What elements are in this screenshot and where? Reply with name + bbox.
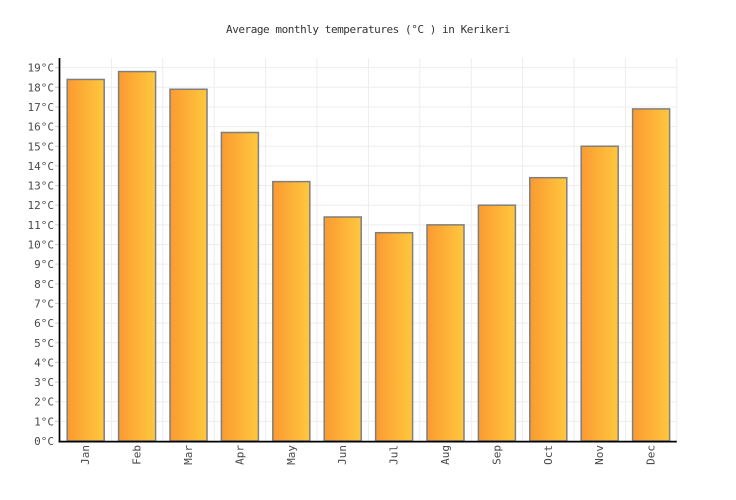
x-axis-label: Feb: [131, 445, 144, 465]
y-axis-label: 10°C: [28, 239, 55, 252]
y-axis-label: 9°C: [34, 258, 54, 271]
x-axis-label: Mar: [182, 445, 195, 465]
y-axis-label: 4°C: [34, 356, 54, 369]
y-axis-label: 12°C: [28, 199, 55, 212]
bar: [272, 180, 311, 442]
y-axis-label: 11°C: [28, 219, 55, 232]
x-axis-label: Apr: [233, 445, 246, 465]
bar: [477, 204, 517, 442]
y-axis-label: 16°C: [28, 121, 55, 134]
bar: [169, 88, 208, 442]
x-axis-label: Jul: [388, 445, 401, 465]
bar: [323, 216, 362, 442]
chart-title: Average monthly temperatures (°C ) in Ke…: [226, 23, 510, 36]
x-axis-label: Oct: [542, 445, 555, 465]
y-axis-label: 8°C: [34, 278, 54, 291]
x-axis-label: Dec: [645, 445, 658, 465]
y-axis-label: 1°C: [34, 415, 54, 428]
x-axis-label: Aug: [439, 445, 452, 465]
y-axis-label: 6°C: [34, 317, 54, 330]
y-axis-label: 5°C: [34, 337, 54, 350]
bar: [426, 224, 465, 442]
y-axis-label: 0°C: [34, 435, 54, 448]
bar: [117, 70, 157, 442]
y-axis-label: 15°C: [28, 140, 55, 153]
x-axis-label: Jun: [336, 445, 349, 465]
x-axis-label: Jan: [79, 445, 92, 465]
bar: [631, 108, 671, 442]
y-axis-label: 14°C: [28, 160, 55, 173]
bar: [374, 231, 414, 442]
bar: [220, 131, 260, 442]
y-axis-label: 18°C: [28, 81, 55, 94]
bar: [529, 176, 568, 442]
y-axis-label: 2°C: [34, 396, 54, 409]
y-axis-label: 3°C: [34, 376, 54, 389]
x-axis-label: May: [285, 445, 298, 465]
y-axis-label: 17°C: [28, 101, 55, 114]
bar: [580, 145, 619, 442]
bar: [66, 78, 105, 442]
y-axis-label: 13°C: [28, 180, 55, 193]
x-axis-label: Sep: [490, 445, 503, 465]
y-axis-label: 7°C: [34, 297, 54, 310]
x-axis-label: Nov: [593, 445, 606, 465]
y-axis-label: 19°C: [28, 62, 55, 75]
